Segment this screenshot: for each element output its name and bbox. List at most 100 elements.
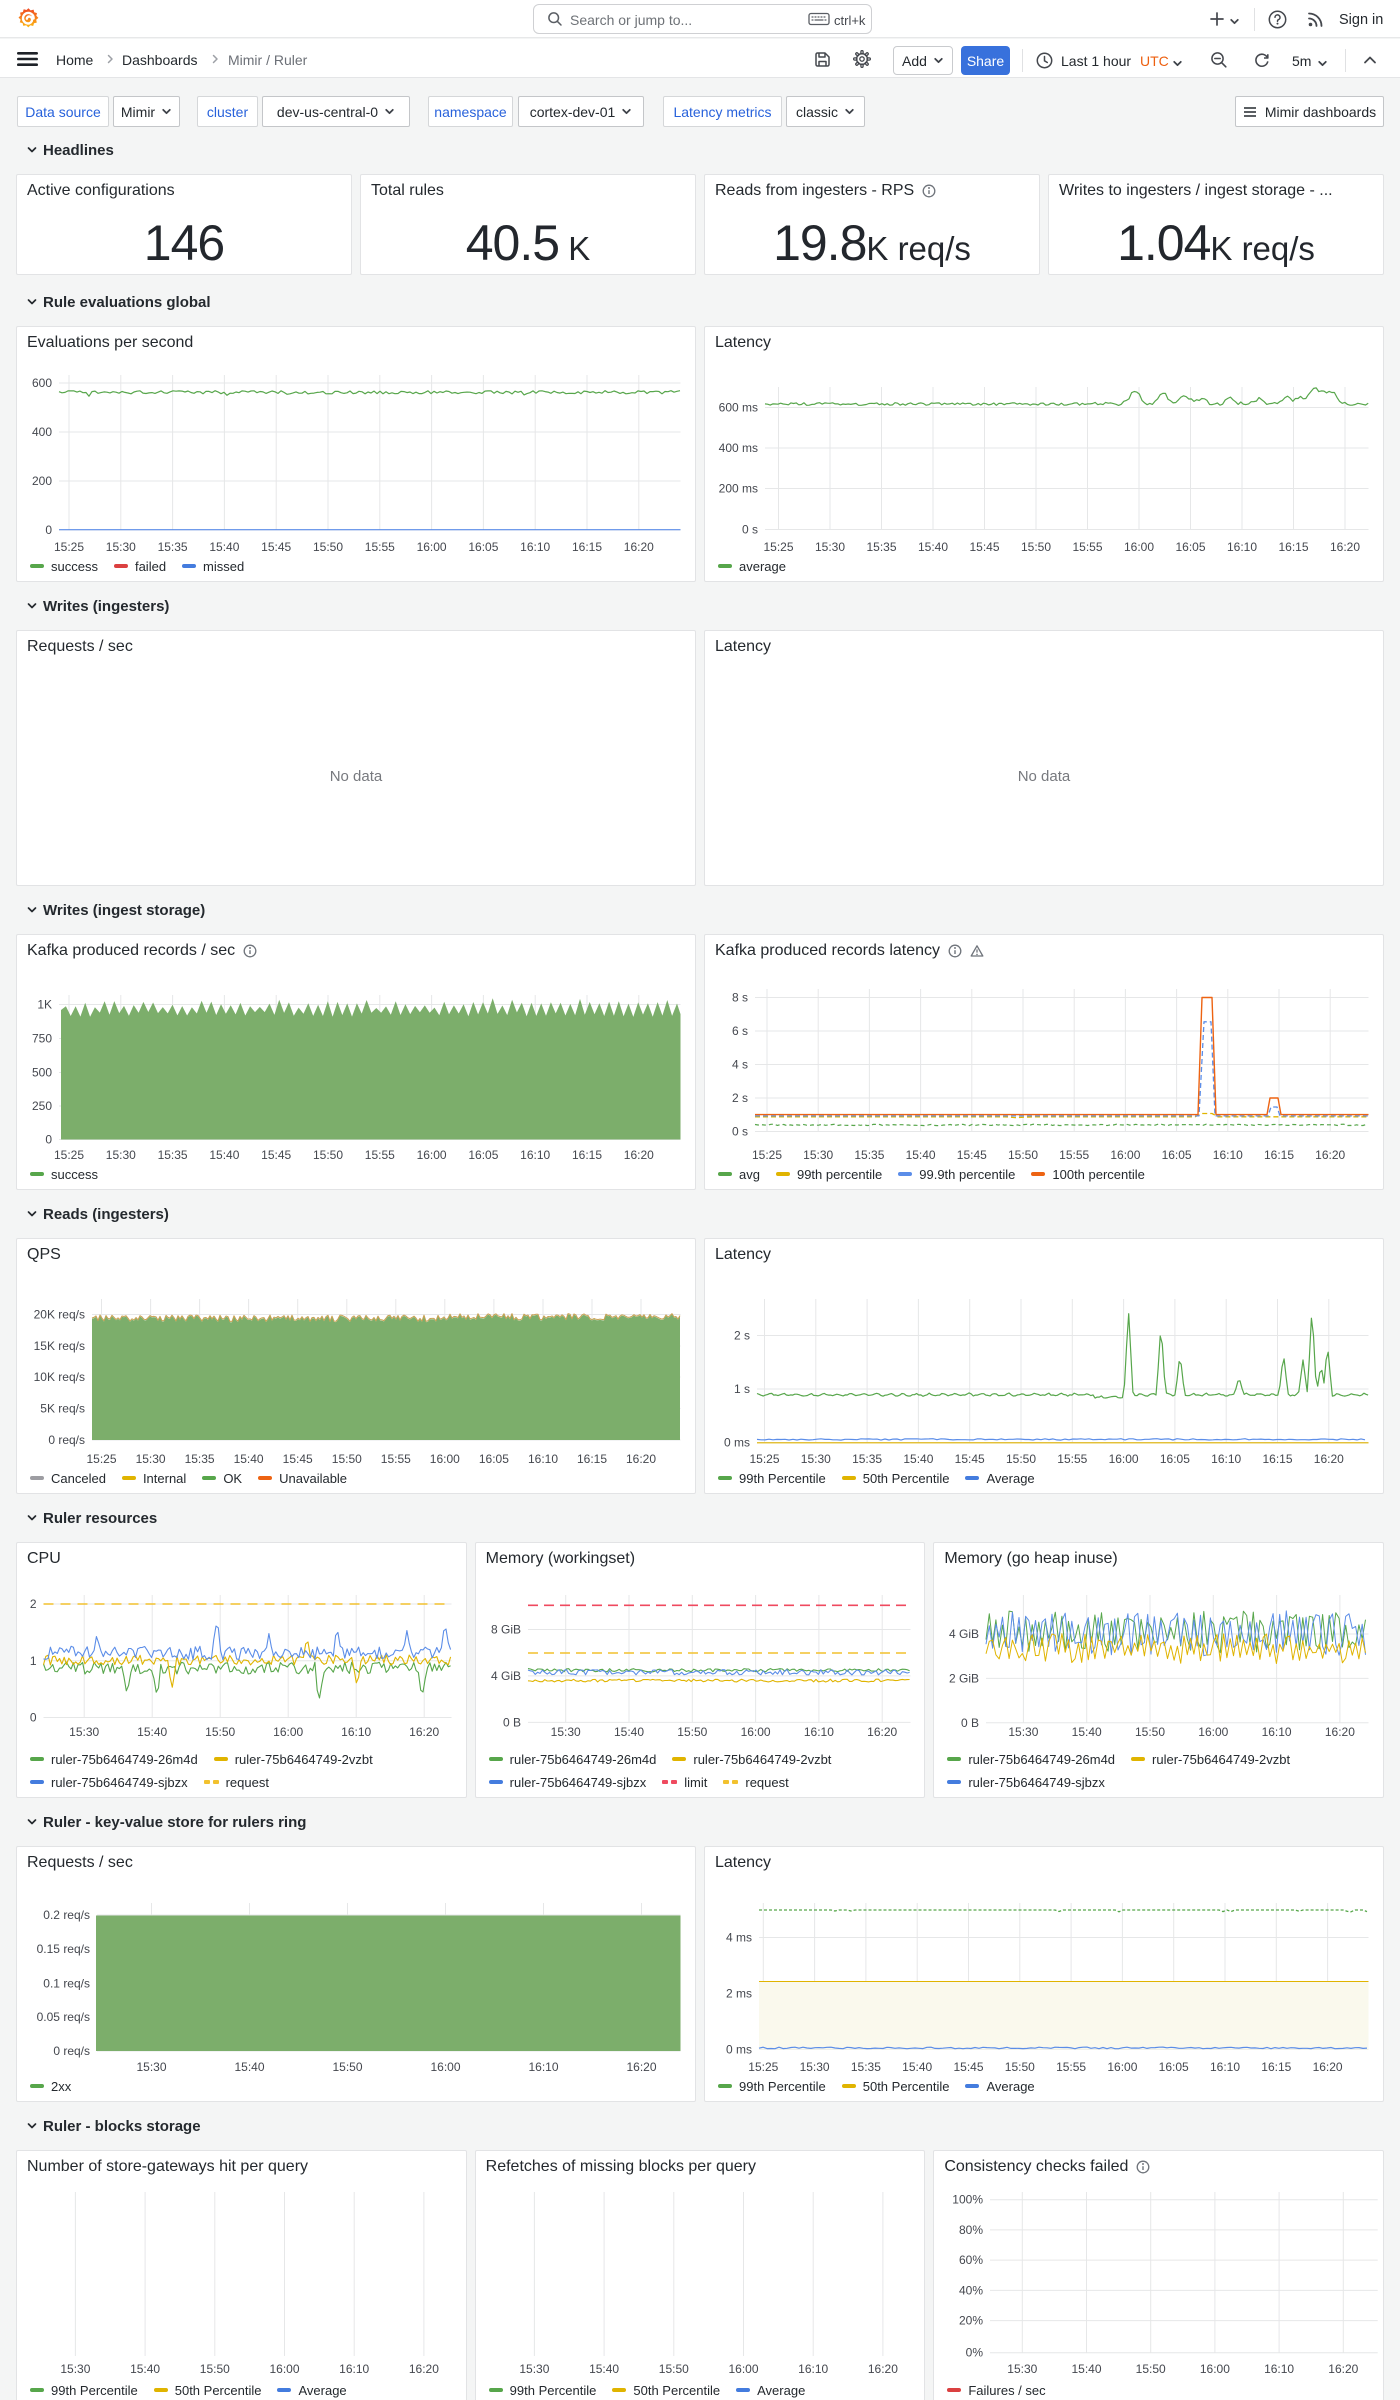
svg-text:15:40: 15:40 <box>614 1725 644 1739</box>
svg-text:15:40: 15:40 <box>137 1725 167 1739</box>
svg-text:15:35: 15:35 <box>158 540 188 554</box>
svg-text:16:10: 16:10 <box>1211 1452 1241 1466</box>
svg-text:16:20: 16:20 <box>1315 1148 1345 1162</box>
svg-text:15:55: 15:55 <box>381 1452 411 1466</box>
svg-text:15:50: 15:50 <box>313 540 343 554</box>
svg-text:15:30: 15:30 <box>136 1452 166 1466</box>
svg-text:200: 200 <box>32 474 52 488</box>
svg-text:16:15: 16:15 <box>1278 540 1308 554</box>
svg-text:16:00: 16:00 <box>417 540 447 554</box>
svg-text:15:40: 15:40 <box>209 1148 239 1162</box>
svg-text:16:05: 16:05 <box>1162 1148 1192 1162</box>
svg-text:15:50: 15:50 <box>1021 540 1051 554</box>
svg-text:15:45: 15:45 <box>957 1148 987 1162</box>
svg-text:20%: 20% <box>959 2314 983 2328</box>
svg-text:0 s: 0 s <box>742 523 758 537</box>
svg-text:16:20: 16:20 <box>1325 1725 1355 1739</box>
svg-text:500: 500 <box>32 1066 52 1080</box>
svg-text:5K req/s: 5K req/s <box>40 1402 85 1416</box>
svg-text:16:10: 16:10 <box>804 1725 834 1739</box>
svg-text:16:20: 16:20 <box>1314 1452 1344 1466</box>
svg-text:4 GiB: 4 GiB <box>949 1627 979 1641</box>
svg-text:16:00: 16:00 <box>1199 1725 1229 1739</box>
svg-text:16:05: 16:05 <box>1159 2060 1189 2074</box>
svg-text:16:20: 16:20 <box>409 1725 439 1739</box>
svg-text:15:30: 15:30 <box>1009 1725 1039 1739</box>
svg-text:16:15: 16:15 <box>572 1148 602 1162</box>
svg-text:16:05: 16:05 <box>468 540 498 554</box>
svg-text:15K req/s: 15K req/s <box>34 1339 85 1353</box>
svg-text:16:15: 16:15 <box>1261 2060 1291 2074</box>
svg-text:15:50: 15:50 <box>332 1452 362 1466</box>
svg-text:16:10: 16:10 <box>520 540 550 554</box>
svg-text:60%: 60% <box>959 2253 983 2267</box>
svg-text:16:05: 16:05 <box>1175 540 1205 554</box>
svg-text:16:10: 16:10 <box>1213 1148 1243 1162</box>
svg-text:16:00: 16:00 <box>1200 2362 1230 2376</box>
svg-text:15:40: 15:40 <box>918 540 948 554</box>
svg-text:15:30: 15:30 <box>550 1725 580 1739</box>
svg-text:15:50: 15:50 <box>332 2060 362 2074</box>
svg-text:200 ms: 200 ms <box>719 482 758 496</box>
svg-text:16:00: 16:00 <box>1110 1148 1140 1162</box>
svg-text:600 ms: 600 ms <box>719 401 758 415</box>
svg-text:16:20: 16:20 <box>626 2060 656 2074</box>
svg-text:250: 250 <box>32 1099 52 1113</box>
svg-text:16:10: 16:10 <box>520 1148 550 1162</box>
svg-text:15:45: 15:45 <box>953 2060 983 2074</box>
svg-text:16:20: 16:20 <box>867 1725 897 1739</box>
svg-text:16:10: 16:10 <box>1227 540 1257 554</box>
svg-text:1: 1 <box>30 1654 37 1668</box>
svg-text:16:00: 16:00 <box>740 1725 770 1739</box>
svg-text:15:50: 15:50 <box>1135 1725 1165 1739</box>
svg-text:16:00: 16:00 <box>1109 1452 1139 1466</box>
svg-text:15:30: 15:30 <box>815 540 845 554</box>
svg-text:15:50: 15:50 <box>313 1148 343 1162</box>
svg-text:15:40: 15:40 <box>130 2362 160 2376</box>
svg-text:16:20: 16:20 <box>1329 2362 1359 2376</box>
svg-text:15:25: 15:25 <box>54 540 84 554</box>
svg-text:15:45: 15:45 <box>261 1148 291 1162</box>
svg-text:15:35: 15:35 <box>158 1148 188 1162</box>
svg-text:16:00: 16:00 <box>728 2362 758 2376</box>
svg-text:0 s: 0 s <box>732 1125 748 1139</box>
svg-text:15:30: 15:30 <box>106 540 136 554</box>
svg-text:1 s: 1 s <box>734 1382 750 1396</box>
svg-text:0: 0 <box>45 1133 52 1147</box>
svg-text:15:50: 15:50 <box>1005 2060 1035 2074</box>
svg-text:40%: 40% <box>959 2283 983 2297</box>
svg-text:16:00: 16:00 <box>1124 540 1154 554</box>
svg-text:4 ms: 4 ms <box>726 1931 752 1945</box>
svg-text:6 s: 6 s <box>732 1024 748 1038</box>
svg-text:4 GiB: 4 GiB <box>491 1669 521 1683</box>
svg-text:16:00: 16:00 <box>430 2060 460 2074</box>
svg-text:400: 400 <box>32 425 52 439</box>
svg-text:15:30: 15:30 <box>519 2362 549 2376</box>
svg-text:15:25: 15:25 <box>749 1452 779 1466</box>
svg-text:15:50: 15:50 <box>658 2362 688 2376</box>
svg-text:15:50: 15:50 <box>1008 1148 1038 1162</box>
svg-text:15:30: 15:30 <box>801 1452 831 1466</box>
svg-text:0.15 req/s: 0.15 req/s <box>37 1942 90 1956</box>
svg-text:0 req/s: 0 req/s <box>53 2044 90 2058</box>
svg-text:16:10: 16:10 <box>341 1725 371 1739</box>
svg-text:1K: 1K <box>37 998 52 1012</box>
svg-text:2 ms: 2 ms <box>726 1987 752 2001</box>
svg-text:15:40: 15:40 <box>902 2060 932 2074</box>
svg-text:15:45: 15:45 <box>955 1452 985 1466</box>
svg-text:16:15: 16:15 <box>572 540 602 554</box>
svg-text:15:40: 15:40 <box>234 2060 264 2074</box>
svg-text:0.05 req/s: 0.05 req/s <box>37 2010 90 2024</box>
svg-text:16:10: 16:10 <box>798 2362 828 2376</box>
svg-text:15:35: 15:35 <box>851 2060 881 2074</box>
svg-text:750: 750 <box>32 1032 52 1046</box>
svg-text:15:50: 15:50 <box>200 2362 230 2376</box>
svg-text:600: 600 <box>32 376 52 390</box>
svg-text:15:30: 15:30 <box>60 2362 90 2376</box>
svg-text:16:05: 16:05 <box>1160 1452 1190 1466</box>
svg-text:0 req/s: 0 req/s <box>48 1433 85 1447</box>
svg-text:15:40: 15:40 <box>589 2362 619 2376</box>
svg-text:15:55: 15:55 <box>1057 1452 1087 1466</box>
svg-text:15:40: 15:40 <box>234 1452 264 1466</box>
svg-text:0 ms: 0 ms <box>724 1436 750 1450</box>
